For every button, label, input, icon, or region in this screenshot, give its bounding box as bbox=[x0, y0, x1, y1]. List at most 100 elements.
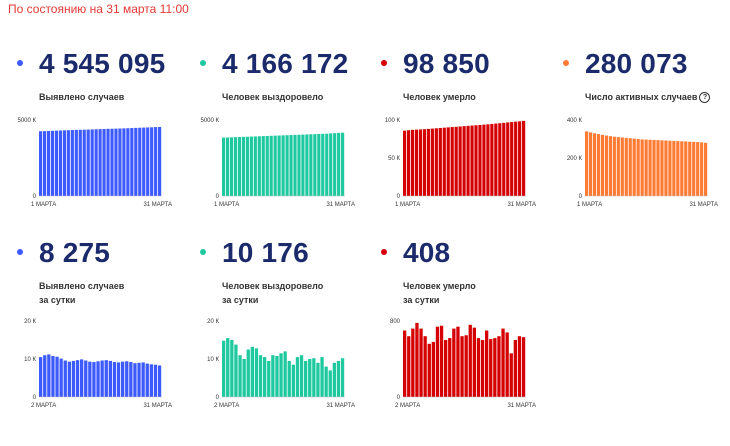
bar bbox=[616, 137, 620, 196]
bar bbox=[299, 355, 304, 397]
bar bbox=[317, 133, 321, 196]
bar bbox=[454, 126, 458, 196]
bar bbox=[62, 130, 66, 196]
bar bbox=[612, 136, 616, 196]
big-number: 280 073 bbox=[585, 48, 688, 79]
x-tick-label-start: 2 МАРТА bbox=[31, 403, 56, 409]
bar bbox=[126, 128, 130, 196]
bar bbox=[279, 353, 283, 397]
bar bbox=[688, 141, 692, 196]
card-recovered-total: 4 166 172 Человек выздоровело 5000 К 0 1 МАР… bbox=[200, 48, 380, 238]
bar bbox=[493, 338, 497, 397]
bar bbox=[70, 130, 74, 196]
big-number: 4 545 095 bbox=[39, 48, 166, 79]
y-tick-label: 0 bbox=[33, 194, 37, 200]
bar bbox=[430, 128, 434, 196]
y-tick-label: 800 bbox=[390, 319, 401, 325]
bar bbox=[271, 355, 275, 397]
bar bbox=[98, 129, 102, 196]
bar bbox=[129, 362, 133, 397]
bar bbox=[452, 328, 456, 397]
series-dot bbox=[563, 60, 569, 66]
bar bbox=[676, 141, 680, 196]
bar bbox=[153, 364, 158, 397]
card-detected-daily: 8 275 Выявлено случаев за сутки 20 К 10 К 0 2 … bbox=[17, 237, 197, 427]
bar bbox=[141, 362, 145, 397]
bar bbox=[313, 134, 317, 196]
card-label-line: Человек выздоровело bbox=[222, 92, 324, 102]
card-label-line: Выявлено случаев bbox=[39, 92, 125, 102]
bar bbox=[460, 336, 464, 397]
bar bbox=[668, 140, 672, 196]
bar bbox=[448, 338, 452, 397]
bar bbox=[42, 131, 47, 196]
bar bbox=[604, 135, 609, 196]
bar bbox=[486, 124, 490, 196]
bar bbox=[253, 136, 257, 196]
bar bbox=[456, 326, 460, 397]
y-tick-label: 20 К bbox=[207, 319, 219, 325]
bar bbox=[46, 130, 51, 196]
bar bbox=[305, 134, 309, 196]
bar bbox=[329, 133, 333, 196]
bar bbox=[138, 127, 142, 196]
bar bbox=[472, 327, 476, 397]
bar bbox=[419, 328, 423, 397]
bar bbox=[142, 127, 146, 196]
bar bbox=[434, 128, 438, 196]
bar bbox=[157, 365, 162, 397]
x-tick-label-end: 31 МАРТА bbox=[143, 403, 172, 409]
mini-chart: 5000 К 0 1 МАРТА 31 МАРТА bbox=[17, 118, 172, 208]
bar bbox=[50, 130, 55, 196]
bar bbox=[118, 128, 122, 196]
bar bbox=[158, 126, 162, 196]
mini-chart: 800 0 2 МАРТА 31 МАРТА bbox=[390, 319, 536, 409]
bar bbox=[442, 127, 446, 196]
bar bbox=[509, 353, 513, 397]
card-label: Число активных случаев? bbox=[585, 90, 711, 104]
bar bbox=[462, 126, 466, 196]
bar bbox=[672, 140, 676, 196]
bar bbox=[47, 354, 51, 397]
bar bbox=[84, 360, 88, 397]
y-tick-label: 0 bbox=[579, 194, 583, 200]
bar bbox=[104, 360, 108, 397]
bar bbox=[133, 363, 137, 397]
bar bbox=[480, 340, 485, 397]
bar bbox=[94, 129, 98, 196]
bar bbox=[261, 136, 265, 196]
bar bbox=[411, 328, 415, 397]
bar bbox=[490, 123, 494, 196]
card-label-line: Человек умерло bbox=[403, 92, 476, 102]
y-tick-label: 400 К bbox=[567, 118, 583, 124]
bar bbox=[229, 137, 234, 196]
bar bbox=[510, 122, 514, 196]
series-dot bbox=[381, 60, 387, 66]
series-dot bbox=[200, 60, 206, 66]
bar bbox=[66, 130, 70, 196]
y-tick-label: 50 К bbox=[388, 156, 400, 162]
bar bbox=[474, 125, 478, 196]
y-tick-label: 0 bbox=[397, 194, 401, 200]
bar bbox=[522, 120, 526, 196]
bar bbox=[92, 362, 96, 397]
x-tick-label-start: 1 МАРТА bbox=[214, 202, 239, 208]
bar bbox=[332, 362, 336, 397]
bar bbox=[74, 129, 78, 196]
card-label-line: Человек умерло bbox=[403, 281, 476, 291]
bar bbox=[478, 124, 482, 196]
big-number: 98 850 bbox=[403, 48, 490, 79]
bar bbox=[122, 128, 126, 196]
help-icon[interactable]: ? bbox=[699, 92, 711, 103]
card-label-line: за сутки bbox=[403, 295, 440, 305]
card-deaths-daily: 408 Человек умерло за сутки 800 0 2 МАРТА 31 М… bbox=[381, 237, 561, 427]
bar bbox=[628, 138, 632, 196]
bar bbox=[246, 349, 250, 397]
bar bbox=[415, 322, 419, 397]
bar bbox=[431, 341, 435, 397]
x-tick-label-end: 31 МАРТА bbox=[689, 202, 718, 208]
bar bbox=[257, 136, 261, 196]
bar bbox=[446, 127, 450, 196]
card-label-line: Выявлено случаев bbox=[39, 281, 125, 291]
card-label-line: за сутки bbox=[222, 295, 259, 305]
